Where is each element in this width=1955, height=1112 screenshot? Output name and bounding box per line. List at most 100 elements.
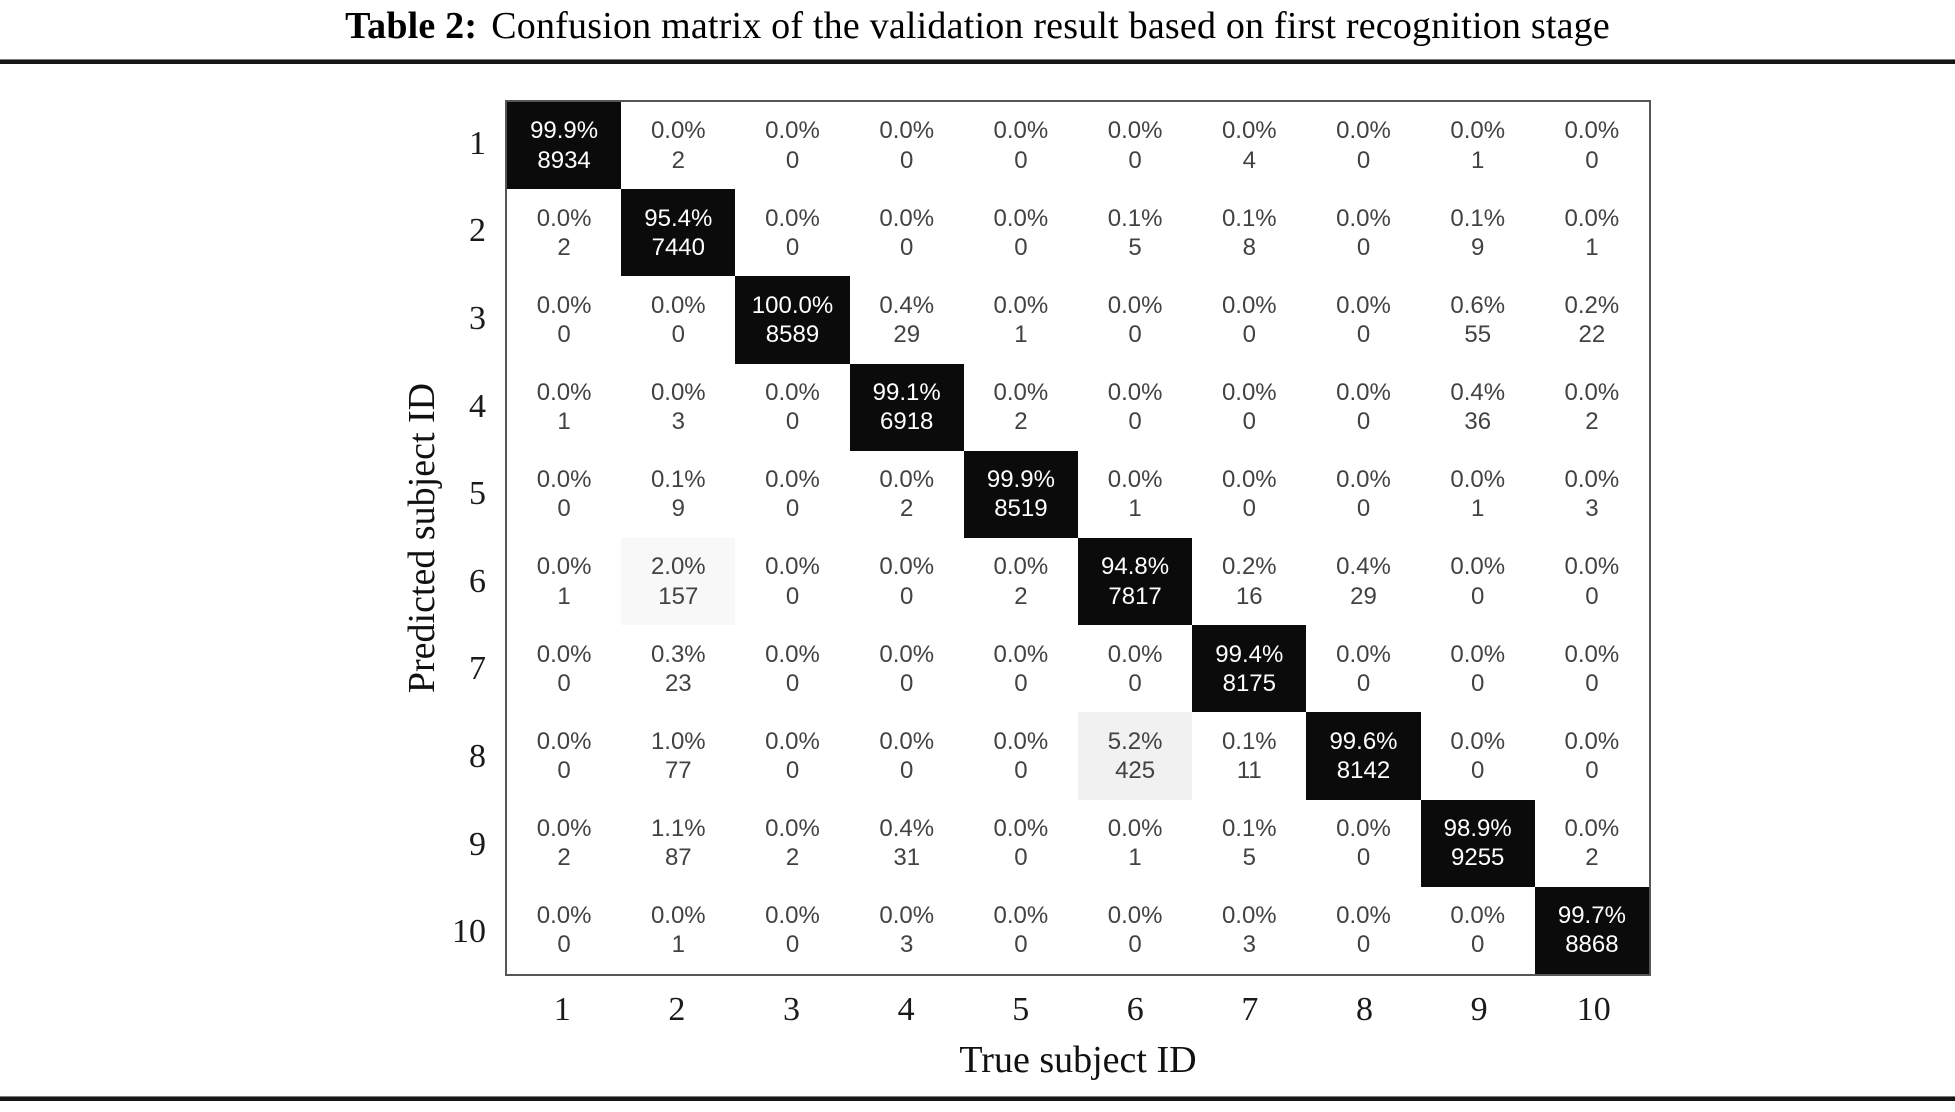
cell-percent: 0.0%	[765, 814, 820, 842]
cell-count: 0	[1128, 931, 1142, 959]
matrix-cell-r10-c3: 0.0% 0	[735, 887, 849, 974]
cell-percent: 1.0%	[650, 727, 706, 755]
cell-count: 8519	[994, 495, 1048, 523]
cell-percent: 0.0%	[1564, 204, 1620, 232]
cell-count: 7440	[651, 233, 705, 261]
cell-count: 0	[1128, 408, 1142, 436]
cell-percent: 0.0%	[650, 902, 706, 930]
cell-count: 2	[900, 495, 914, 523]
cell-count: 29	[893, 320, 921, 348]
table-caption-text: Confusion matrix of the validation resul…	[491, 5, 1610, 47]
matrix-cell-r8-c8: 99.6% 8142	[1306, 712, 1421, 800]
cell-count: 0	[557, 495, 571, 523]
cell-percent: 0.0%	[1221, 291, 1277, 319]
cell-count: 16	[1235, 582, 1263, 610]
matrix-cell-r8-c1: 0.0% 0	[507, 712, 621, 799]
matrix-cell-r4-c9: 0.4% 36	[1421, 364, 1535, 451]
matrix-cell-r6-c6: 94.8% 7817	[1077, 537, 1193, 626]
cell-count: 2	[1585, 844, 1599, 872]
cell-count: 0	[785, 408, 800, 436]
matrix-cell-r6-c1: 0.0% 1	[507, 538, 621, 625]
cell-percent: 0.0%	[879, 640, 935, 668]
cell-count: 0	[1471, 931, 1485, 959]
matrix-cell-r3-c8: 0.0% 0	[1306, 276, 1420, 363]
cell-percent: 0.0%	[765, 117, 820, 145]
cell-percent: 0.0%	[1564, 378, 1620, 406]
cell-percent: 0.0%	[1336, 117, 1391, 145]
cell-count: 0	[785, 582, 800, 610]
matrix-cell-r10-c10: 99.7% 8868	[1534, 886, 1649, 974]
matrix-cell-r8-c2: 1.0% 77	[621, 712, 735, 799]
matrix-cell-r4-c2: 0.0% 3	[621, 364, 735, 451]
matrix-cell-r6-c10: 0.0% 0	[1535, 538, 1649, 625]
cell-count: 9	[1471, 233, 1485, 261]
y-tick-5: 5	[469, 475, 486, 513]
cell-count: 0	[900, 756, 914, 784]
cell-count: 29	[1350, 582, 1377, 610]
matrix-cell-r7-c8: 0.0% 0	[1306, 625, 1420, 712]
matrix-cell-r9-c4: 0.4% 31	[850, 800, 964, 887]
matrix-cell-r3-c5: 0.0% 1	[964, 276, 1078, 363]
cell-count: 3	[671, 408, 685, 436]
cell-percent: 0.0%	[1221, 466, 1277, 494]
cell-percent: 99.7%	[1557, 902, 1626, 930]
x-tick-1: 1	[553, 991, 571, 1028]
matrix-cell-r2-c1: 0.0% 2	[507, 189, 621, 276]
cell-count: 0	[785, 756, 800, 784]
cell-count: 0	[785, 233, 800, 261]
cell-percent: 0.0%	[1336, 902, 1391, 930]
matrix-cell-r9-c7: 0.1% 5	[1192, 800, 1306, 887]
matrix-cell-r1-c7: 0.0% 4	[1192, 102, 1306, 189]
cell-count: 0	[785, 931, 800, 959]
cell-percent: 0.0%	[536, 291, 592, 319]
cell-percent: 0.0%	[1107, 814, 1163, 842]
cell-percent: 0.0%	[1107, 466, 1163, 494]
matrix-cell-r7-c10: 0.0% 0	[1535, 625, 1649, 712]
matrix-cell-r6-c8: 0.4% 29	[1306, 538, 1420, 625]
cell-percent: 0.0%	[1107, 117, 1163, 145]
matrix-cell-r9-c3: 0.0% 2	[735, 800, 849, 887]
cell-count: 2	[557, 233, 571, 261]
matrix-cell-r5-c6: 0.0% 1	[1078, 451, 1192, 538]
cell-count: 7817	[1108, 582, 1162, 610]
matrix-cell-r6-c2: 2.0% 157	[621, 537, 736, 626]
matrix-cell-r8-c3: 0.0% 0	[735, 712, 849, 799]
matrix-cell-r2-c4: 0.0% 0	[850, 189, 964, 276]
cell-percent: 0.0%	[1107, 640, 1163, 668]
matrix-cell-r4-c10: 0.0% 2	[1535, 364, 1649, 451]
cell-percent: 0.0%	[1221, 902, 1277, 930]
cell-count: 8	[1242, 233, 1256, 261]
cell-percent: 0.0%	[993, 640, 1049, 668]
cell-count: 0	[557, 669, 571, 697]
cell-percent: 0.0%	[765, 553, 820, 581]
matrix-cell-r4-c6: 0.0% 0	[1078, 364, 1192, 451]
cell-count: 0	[1471, 756, 1485, 784]
matrix-cell-r7-c4: 0.0% 0	[850, 625, 964, 712]
cell-percent: 99.1%	[872, 378, 941, 406]
matrix-cell-r5-c10: 0.0% 3	[1535, 451, 1649, 538]
cell-count: 0	[900, 146, 914, 174]
cell-percent: 0.0%	[1336, 814, 1391, 842]
cell-percent: 0.0%	[536, 466, 592, 494]
cell-percent: 0.0%	[1450, 727, 1506, 755]
matrix-cell-r9-c8: 0.0% 0	[1306, 800, 1420, 887]
matrix-cell-r9-c9: 98.9% 9255	[1420, 799, 1535, 887]
cell-count: 0	[1585, 146, 1599, 174]
cell-count: 0	[671, 320, 685, 348]
y-tick-8: 8	[469, 737, 486, 775]
matrix-cell-r4-c3: 0.0% 0	[735, 364, 849, 451]
y-axis-tick-labels: 1 2 3 4 5 6 7 8 9 10	[430, 100, 492, 976]
cell-count: 0	[1585, 669, 1599, 697]
cell-percent: 0.0%	[879, 204, 935, 232]
cell-percent: 0.0%	[650, 291, 706, 319]
matrix-cell-r6-c7: 0.2% 16	[1192, 538, 1306, 625]
cell-percent: 98.9%	[1443, 814, 1512, 842]
matrix-cell-r7-c7: 99.4% 8175	[1192, 625, 1307, 713]
matrix-cell-r4-c1: 0.0% 1	[507, 364, 621, 451]
cell-percent: 0.0%	[536, 902, 592, 930]
cell-percent: 0.0%	[1564, 466, 1620, 494]
matrix-cell-r8-c5: 0.0% 0	[964, 712, 1078, 799]
cell-percent: 0.0%	[993, 117, 1049, 145]
x-tick-3: 3	[782, 991, 800, 1028]
